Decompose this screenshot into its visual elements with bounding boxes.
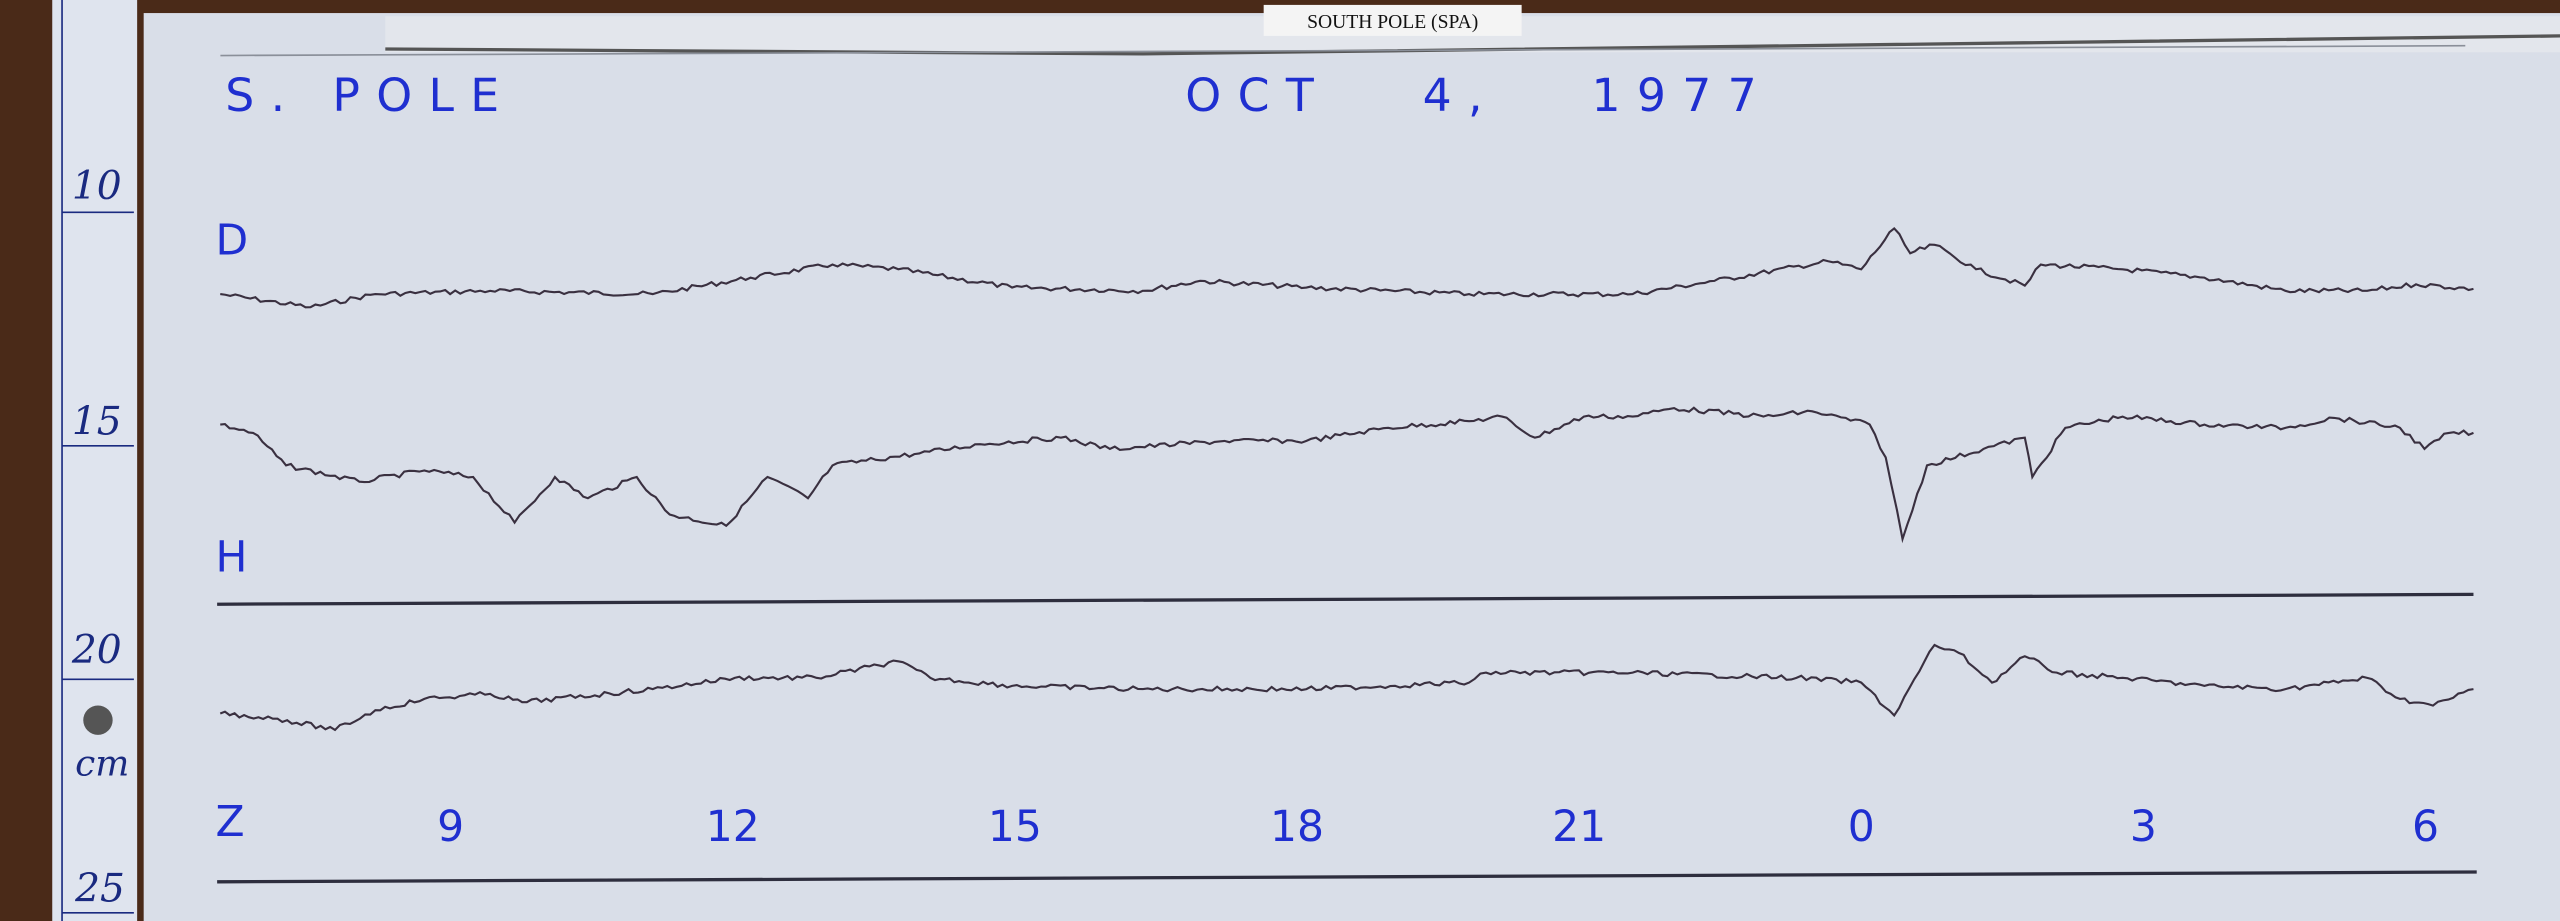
traces [219,227,2474,732]
ruler-marks: 10 15 20 cm 25 [62,164,134,914]
station-tag [1263,4,1522,36]
paper [143,13,2560,921]
x-tick-labels: 9 12 15 18 21 0 3 6 [437,803,2439,852]
baseline-z [217,870,2477,884]
x-tick-label: 6 [2412,803,2439,852]
ruler-mark-25: 25 [74,866,125,911]
trace-h [220,406,2474,544]
ruler-pin-icon [83,705,113,735]
trace-label-d: D [216,217,249,266]
x-tick-label: 21 [1552,803,1606,852]
ruler-mark-20: 20 [71,628,122,673]
trace-d [220,227,2474,309]
x-tick-label: 15 [988,803,1042,852]
x-tick-label: 12 [706,803,760,852]
trace-z [219,643,2474,732]
x-tick-label: 0 [1848,803,1875,852]
station-name: S. POLE [225,69,515,122]
x-tick-label: 18 [1270,803,1324,852]
x-tick-label: 3 [2130,803,2157,852]
x-tick-label: 9 [437,803,464,852]
paper-top-line [220,44,2466,57]
ruler-unit: cm [75,744,129,785]
trace-label-z: Z [216,798,245,847]
ruler-strip [52,0,138,921]
record-date: OCT 4, 1977 [1185,69,1773,122]
station-tag-text: SOUTH POLE (SPA) [1307,12,1478,33]
baseline-h [217,592,2474,606]
trace-label-h: H [216,534,248,583]
ruler-mark-15: 15 [72,399,122,444]
ruler-mark-10: 10 [72,164,122,209]
